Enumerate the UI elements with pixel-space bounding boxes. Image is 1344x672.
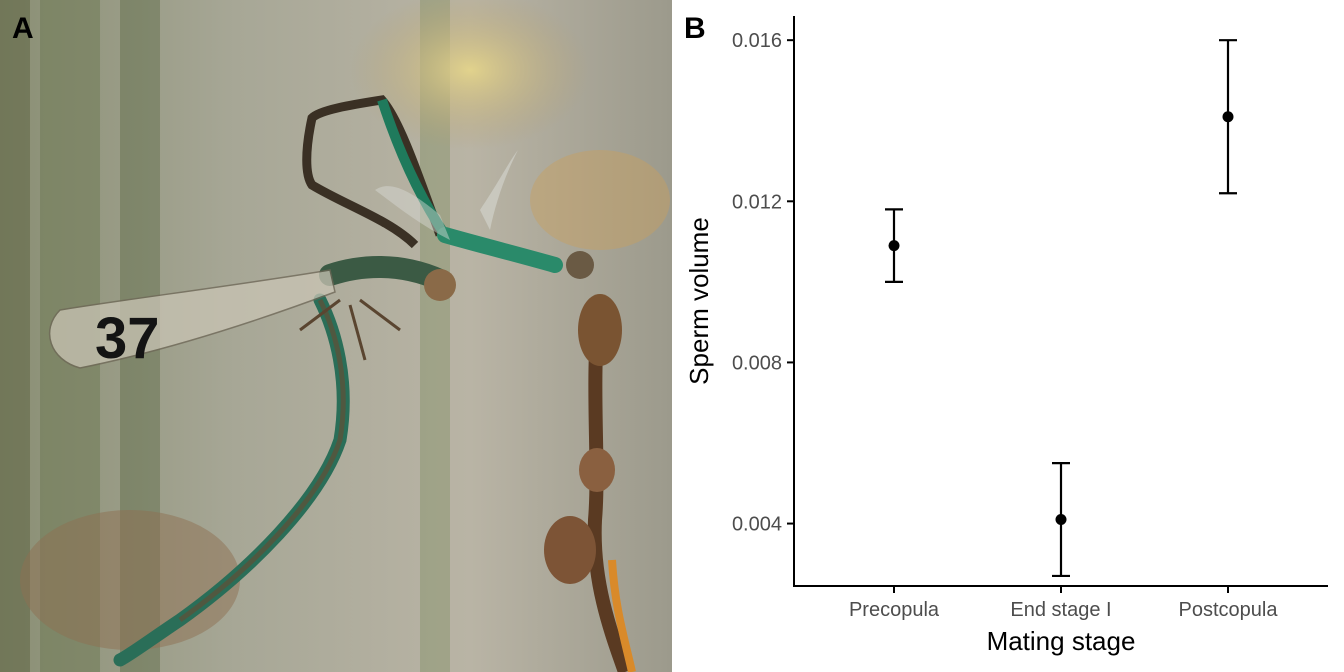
wing-mark: 37	[95, 306, 160, 371]
panel-label-b: B	[684, 12, 706, 45]
dragonfly-photo: 37	[0, 0, 672, 672]
male-wing	[480, 150, 518, 230]
x-tick-label: End stage I	[1010, 599, 1111, 621]
seed-head	[544, 516, 596, 584]
panel-label-a: A	[12, 12, 34, 45]
male-abdomen	[302, 95, 445, 249]
x-tick-label: Precopula	[849, 599, 940, 621]
plant-stalk	[587, 299, 632, 672]
male-thorax	[437, 227, 563, 273]
x-tick-label: Postcopula	[1179, 599, 1279, 621]
female-head	[424, 269, 456, 301]
mean-point	[1055, 514, 1067, 526]
seed-head	[578, 294, 622, 366]
flower-blur	[350, 0, 590, 150]
plant-stalk-highlight	[608, 559, 636, 672]
male-head	[566, 251, 594, 279]
female-thorax	[319, 256, 451, 291]
sperm-volume-chart: 0.004 0.008 0.012 0.016 Precopula End stage …	[672, 0, 1344, 672]
y-axis-title: Sperm volume	[684, 217, 714, 385]
y-tick-label: 0.012	[732, 191, 782, 213]
y-tick-label: 0.016	[732, 30, 782, 52]
x-axis-ticks: Precopula End stage I Postcopula	[849, 586, 1278, 621]
mean-point	[1222, 111, 1234, 123]
flower-blur	[530, 150, 670, 250]
x-axis-title: Mating stage	[987, 626, 1136, 656]
seed-head	[579, 448, 615, 492]
male-wing	[375, 186, 450, 240]
data-marks	[885, 39, 1237, 578]
photo-illustration: 37	[0, 0, 672, 672]
y-axis-ticks: 0.004 0.008 0.012 0.016	[732, 30, 794, 536]
dry-leaf-blur	[20, 510, 240, 650]
y-tick-label: 0.004	[732, 514, 782, 536]
mean-point	[888, 240, 900, 252]
chart-svg: 0.004 0.008 0.012 0.016 Precopula End stage …	[684, 16, 1328, 656]
female-legs	[299, 298, 401, 361]
female-abdomen-stripe	[178, 298, 346, 623]
female-wing	[49, 269, 336, 369]
male-abdomen-green	[377, 98, 450, 238]
y-tick-label: 0.008	[732, 352, 782, 374]
